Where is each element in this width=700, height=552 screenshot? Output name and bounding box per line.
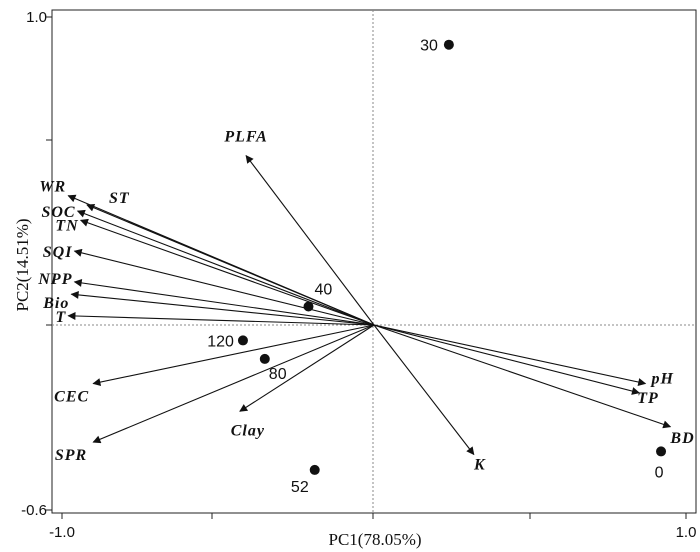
score-label-30: 30 bbox=[420, 38, 438, 55]
loading-arrow-t bbox=[67, 311, 375, 326]
loading-label-bd: BD bbox=[669, 430, 694, 447]
y-tick-label-min: -0.6 bbox=[21, 502, 47, 519]
loading-label-wr: WR bbox=[39, 179, 66, 196]
loading-arrow-ph bbox=[373, 324, 647, 386]
loading-label-st: ST bbox=[109, 190, 130, 207]
loading-label-tn: TN bbox=[55, 217, 79, 234]
loading-label-sqi: SQI bbox=[43, 244, 73, 261]
loading-label-ph: pH bbox=[649, 371, 673, 388]
y-axis-title: PC2(14.51%) bbox=[13, 218, 32, 311]
loading-label-plfa: PLFA bbox=[223, 129, 267, 146]
x-axis-title: PC1(78.05%) bbox=[328, 530, 421, 549]
loading-arrow-soc bbox=[76, 209, 375, 326]
score-label-52: 52 bbox=[291, 479, 309, 496]
loading-arrow-k bbox=[373, 324, 475, 456]
plot-frame bbox=[51, 9, 697, 514]
score-point-30 bbox=[443, 39, 454, 50]
loading-arrow-st bbox=[86, 203, 375, 326]
score-label-40: 40 bbox=[314, 282, 332, 299]
loading-arrow-spr bbox=[92, 324, 375, 444]
loading-label-clay: Clay bbox=[231, 422, 265, 439]
loading-label-cec: CEC bbox=[54, 389, 89, 406]
score-point-80 bbox=[259, 353, 270, 364]
loading-label-soc: SOC bbox=[41, 204, 75, 221]
loading-label-bio: Bio bbox=[42, 295, 69, 312]
score-label-120: 120 bbox=[207, 333, 234, 350]
loading-arrow-clay bbox=[239, 324, 375, 412]
score-point-52 bbox=[309, 464, 320, 475]
sample-scores: 30 40 120 80 52 0 bbox=[207, 38, 667, 496]
loading-arrow-npp bbox=[73, 278, 375, 326]
y-tick-label-max: 1.0 bbox=[26, 9, 47, 26]
loading-arrow-bd bbox=[373, 324, 672, 429]
score-point-120 bbox=[237, 335, 248, 346]
axis-ticks bbox=[46, 16, 687, 519]
loading-arrow-tp bbox=[373, 324, 640, 395]
x-tick-label-min: -1.0 bbox=[49, 524, 75, 541]
loading-label-k: K bbox=[473, 457, 486, 474]
loading-arrow-bio bbox=[70, 290, 375, 326]
loading-label-t: T bbox=[55, 309, 66, 326]
loading-label-npp: NPP bbox=[37, 271, 72, 288]
loading-arrow-tn bbox=[79, 218, 375, 326]
loading-arrow-cec bbox=[92, 324, 375, 387]
loading-arrow-plfa bbox=[245, 154, 375, 326]
loading-label-spr: SPR bbox=[55, 447, 87, 464]
score-label-0: 0 bbox=[655, 464, 664, 481]
x-tick-label-max: 1.0 bbox=[676, 524, 697, 541]
score-point-40 bbox=[303, 301, 314, 312]
loading-arrow-sqi bbox=[73, 248, 375, 326]
score-label-80: 80 bbox=[269, 366, 287, 383]
loading-label-tp: TP bbox=[637, 390, 659, 407]
score-point-0 bbox=[656, 446, 667, 457]
